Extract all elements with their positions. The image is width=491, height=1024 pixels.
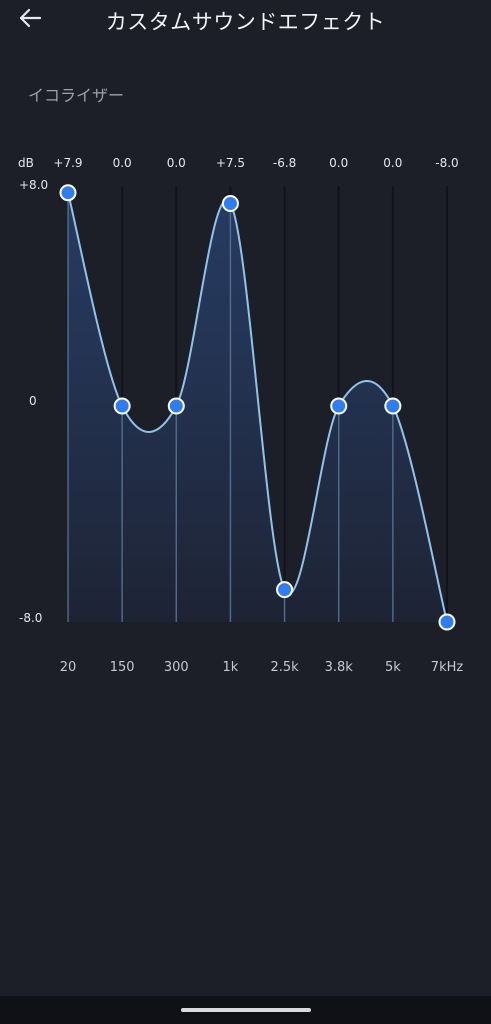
frequency-label-3: 1k: [223, 660, 239, 675]
frequency-label-4: 2.5k: [270, 660, 299, 675]
band-value-label-2: 0.0: [167, 156, 186, 170]
band-stems: [67, 192, 394, 622]
header: カスタムサウンドエフェクト: [0, 0, 491, 40]
band-value-label-6: 0.0: [383, 156, 402, 170]
band-handle-0[interactable]: [59, 184, 77, 202]
back-button[interactable]: [14, 6, 46, 34]
curve-line: [67, 192, 448, 623]
db-unit-label: dB: [18, 156, 34, 170]
equalizer-section-label: イコライザー: [28, 86, 125, 105]
band-value-label-7: -8.0: [435, 156, 458, 170]
frequency-labels: 20 150 300 1k 2.5k 3.8k 5k 7kHz: [60, 660, 464, 675]
band-value-label-5: 0.0: [329, 156, 348, 170]
band-handle-6[interactable]: [384, 397, 402, 415]
band-value-label-0: +7.9: [53, 156, 82, 170]
frequency-label-5: 3.8k: [325, 660, 354, 675]
band-handle-4[interactable]: [276, 581, 294, 599]
y-max-label: +8.0: [19, 178, 48, 192]
band-handle-5[interactable]: [330, 397, 348, 415]
y-zero-label: 0: [29, 394, 37, 408]
equalizer-chart[interactable]: dB +8.0 0 -8.0 +7.9 0.0 0.0 +7.5 -6.8 0.0 0.0 -…: [0, 140, 491, 700]
band-value-label-3: +7.5: [216, 156, 245, 170]
band-value-label-4: -6.8: [273, 156, 296, 170]
frequency-label-0: 20: [60, 660, 77, 675]
page-title: カスタムサウンドエフェクト: [105, 10, 386, 34]
curve-area: [68, 192, 447, 622]
frequency-label-6: 5k: [385, 660, 401, 675]
band-value-label-1: 0.0: [113, 156, 132, 170]
frequency-label-2: 300: [164, 660, 189, 675]
band-handle-2[interactable]: [167, 397, 185, 415]
y-min-label: -8.0: [19, 611, 42, 625]
frequency-label-7: 7kHz: [431, 660, 464, 675]
band-value-labels: +7.9 0.0 0.0 +7.5 -6.8 0.0 0.0 -8.0: [53, 156, 458, 170]
arrow-left-icon: [18, 7, 42, 33]
band-handle-1[interactable]: [113, 397, 131, 415]
band-handles[interactable]: [59, 184, 456, 631]
frequency-label-1: 150: [110, 660, 135, 675]
home-indicator[interactable]: [181, 1008, 311, 1012]
navigation-bar: [0, 996, 491, 1024]
band-handle-3[interactable]: [221, 195, 239, 212]
equalizer-svg[interactable]: dB +8.0 0 -8.0 +7.9 0.0 0.0 +7.5 -6.8 0.0 0.0 -…: [0, 140, 491, 700]
band-handle-7[interactable]: [438, 613, 456, 631]
